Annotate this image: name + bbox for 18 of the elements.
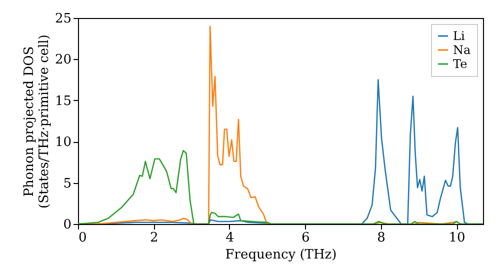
legend-label: Li	[453, 29, 465, 43]
x-tick-label: 6	[301, 230, 310, 246]
y-tick-label: 15	[54, 94, 72, 109]
line-series	[78, 150, 483, 224]
y-tick-label: 10	[54, 135, 72, 150]
legend-label: Na	[453, 43, 471, 57]
y-tick-label: 25	[54, 12, 72, 26]
x-tick-label: 8	[377, 230, 386, 246]
x-tick-label: 4	[226, 230, 234, 246]
y-tick-label: 20	[54, 52, 72, 68]
x-axis-title: Frequency (THz)	[225, 248, 337, 262]
x-tick-label: 2	[150, 230, 158, 246]
legend-label: Te	[453, 57, 468, 71]
x-tick-label: 10	[448, 230, 466, 246]
y-axis-title: Phonon projected DOS (States/THz·primitive cell)	[22, 34, 52, 209]
y-tick-label: 0	[63, 218, 72, 232]
x-tick-label: 0	[78, 230, 87, 246]
y-tick-label: 5	[63, 176, 72, 192]
